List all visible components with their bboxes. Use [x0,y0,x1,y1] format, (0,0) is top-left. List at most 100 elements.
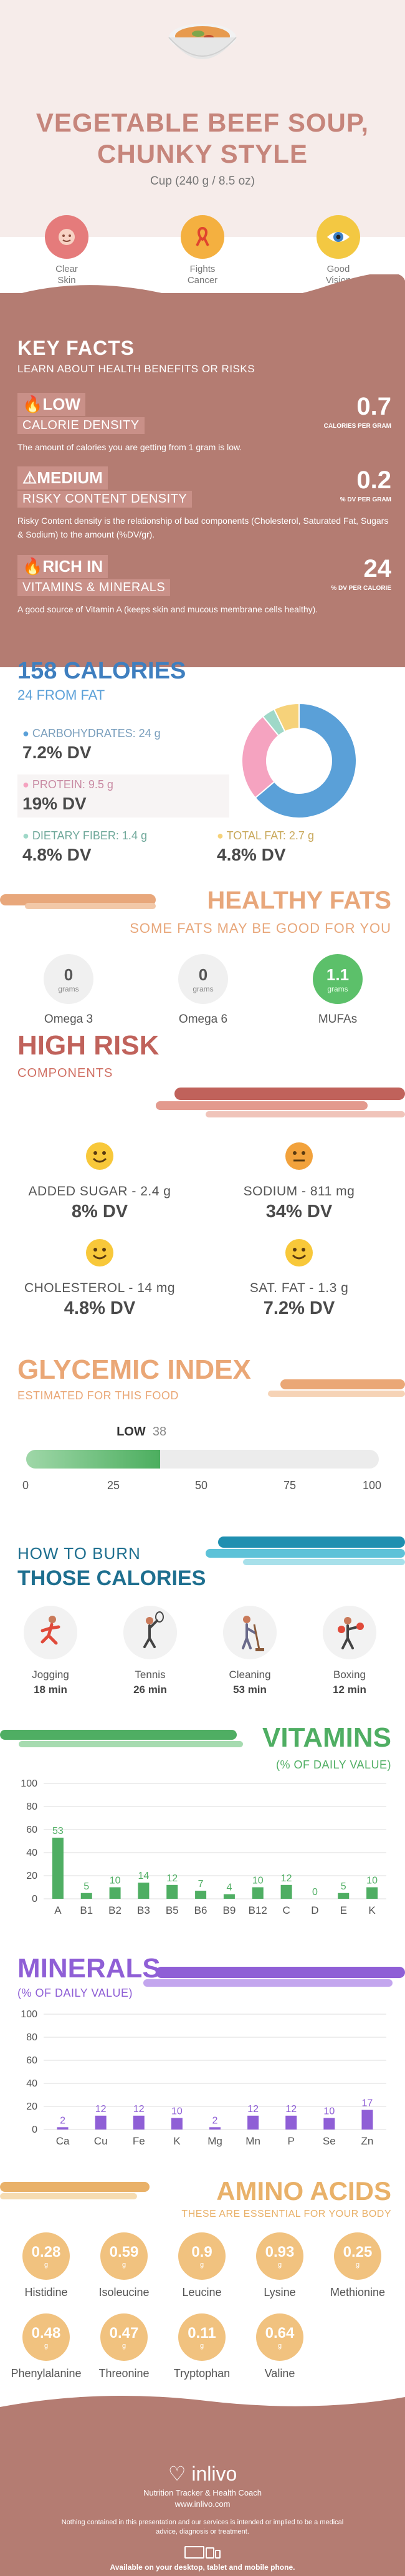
amino-leucine: 0.9 g Leucine [164,2232,239,2299]
y-tick-label: 20 [26,1871,37,1881]
x-tick-label: E [340,1904,347,1916]
glycemic-subtitle: ESTIMATED FOR THIS FOOD [17,1389,179,1402]
high-risk-subtitle: COMPONENTS [17,1066,113,1080]
pie-slice-total-fat [273,702,300,733]
minerals-section: MINERALS (% OF DAILY VALUE) 0 20 40 60 80 100… [0,1946,405,2158]
glycemic-bar-fill [26,1450,161,1469]
bar-value-label: 17 [362,2098,373,2109]
x-tick-label: Cu [94,2135,108,2147]
macro-dv: 19% DV [22,794,87,813]
x-tick-label: B9 [223,1904,236,1916]
x-tick-label: Ca [56,2135,70,2147]
bar-b12 [252,1887,264,1899]
bar-b1 [80,1893,92,1899]
macro-dv: 4.8% DV [22,845,92,864]
header: VEGETABLE BEEF SOUP, CHUNKY STYLE Cup (2… [0,0,405,286]
risk-added-sugar: ADDED SUGAR - 2.4 g 8% DV [6,1141,193,1222]
fact-unit: % DV PER GRAM [340,496,391,503]
decor-stripes [0,1730,243,1747]
minerals-title: MINERALS [17,1953,161,1984]
bar-value-label: 10 [171,2106,183,2117]
fat-mufas: 1.1 grams MUFAs [294,954,381,1026]
activity-jogging: Jogging 18 min [10,1606,91,1696]
amino-subtitle: THESE ARE ESSENTIAL FOR YOUR BODY [181,2209,391,2219]
amino-valine: 0.64 g Valine [242,2313,317,2380]
bar-value-label: 4 [226,1883,232,1893]
bar-k [366,1887,378,1899]
amino-acids-section: AMINO ACIDS THESE ARE ESSENTIAL FOR YOUR… [0,2170,405,2413]
fact-description: A good source of Vitamin A (keeps skin a… [17,604,318,614]
macro-dv: 7.2% DV [22,743,92,762]
bar-se [323,2118,335,2130]
boxing-icon [323,1606,376,1659]
bar-p [285,2115,297,2130]
bar-a [52,1837,64,1899]
x-tick-label: B1 [80,1904,93,1916]
y-tick-label: 40 [26,2078,37,2089]
devices-icon [184,2546,221,2559]
y-tick-label: 0 [32,1894,37,1904]
y-tick-label: 80 [26,2032,37,2043]
happy-face-icon [285,1239,313,1266]
page-title: VEGETABLE BEEF SOUP, CHUNKY STYLE [0,107,405,170]
y-tick-label: 60 [26,2055,37,2066]
macro-donut-chart [241,702,357,819]
amino-tryptophan: 0.11 g Tryptophan [164,2313,239,2380]
amino-lysine: 0.93 g Lysine [242,2232,317,2299]
y-tick-label: 40 [26,1848,37,1858]
x-tick-label: Mn [245,2135,260,2147]
wave-divider [0,630,405,649]
bar-zn [361,2110,373,2130]
bar-value-label: 10 [252,1876,264,1886]
key-facts-section: KEY FACTS LEARN ABOUT HEALTH BENEFITS OR… [0,293,405,667]
bar-e [338,1893,350,1899]
decor-stripes [268,1379,405,1397]
bar-ca [57,2127,69,2130]
ribbon-icon [181,215,224,259]
x-tick-label: B6 [194,1904,207,1916]
bar-value-label: 7 [198,1879,204,1889]
vitamins-bar-chart: 02040608010053A5B110B214B312B57B64B910B1… [21,1778,386,1916]
fact-category: VITAMINS & MINERALS [17,579,171,596]
glycemic-tick: 0 [22,1479,29,1492]
glycemic-level-label: LOW 38 [117,1425,167,1439]
bar-value-label: 12 [166,1873,178,1884]
bar-mg [209,2127,221,2130]
pie-slice-protein [241,715,280,799]
bar-b6 [195,1891,207,1899]
x-tick-label: B5 [166,1904,179,1916]
benefit-fights-cancer: Fights Cancer [168,215,237,286]
y-tick-label: 0 [32,2125,37,2135]
decor-stripes [156,1088,405,1117]
footer: ♡ inlivo Nutrition Tracker & Health Coac… [0,2407,405,2576]
x-tick-label: K [173,2135,181,2147]
amino-title: AMINO ACIDS [216,2176,391,2206]
bar-value-label: 0 [312,1887,318,1898]
bar-value-label: 12 [133,2104,145,2115]
x-tick-label: C [282,1904,290,1916]
brand-url-link[interactable]: www.inlivo.com [174,2499,231,2509]
fact-level: 🔥LOW [17,393,86,416]
burn-title-2: THOSE CALORIES [17,1566,206,1590]
x-tick-label: Mg [207,2135,222,2147]
x-tick-label: P [288,2135,295,2147]
fact-calorie-density: 🔥LOW CALORIE DENSITY 0.7 CALORIES PER GR… [17,393,391,454]
macro-protein: ● PROTEIN: 9.5 g 19% DV [17,774,229,818]
bar-c [280,1884,292,1899]
calories-subtitle: 24 FROM FAT [17,687,105,703]
fact-unit: % DV PER CALORIE [331,585,391,592]
happy-face-icon [86,1239,113,1266]
tennis-icon [123,1606,177,1659]
bar-value-label: 2 [212,2115,218,2126]
glycemic-index-section: GLYCEMIC INDEX ESTIMATED FOR THIS FOOD L… [0,1347,405,1546]
fact-category: RISKY CONTENT DENSITY [17,491,193,508]
glycemic-tick: 100 [363,1479,382,1492]
bar-value-label: 14 [138,1871,150,1881]
brand-logo[interactable]: ♡ inlivo [168,2463,237,2485]
minerals-bar-chart: 0 20 40 60 80 100 2 Ca 12 Cu 12 Fe 10 K 2 Mg 12 Mn 12 P 10 Se… [21,2009,386,2147]
glycemic-title: GLYCEMIC INDEX [17,1354,251,1385]
bar-k [171,2118,183,2130]
burn-title-1: HOW TO BURN [17,1544,141,1563]
fat-omega-3: 0 grams Omega 3 [25,954,112,1026]
